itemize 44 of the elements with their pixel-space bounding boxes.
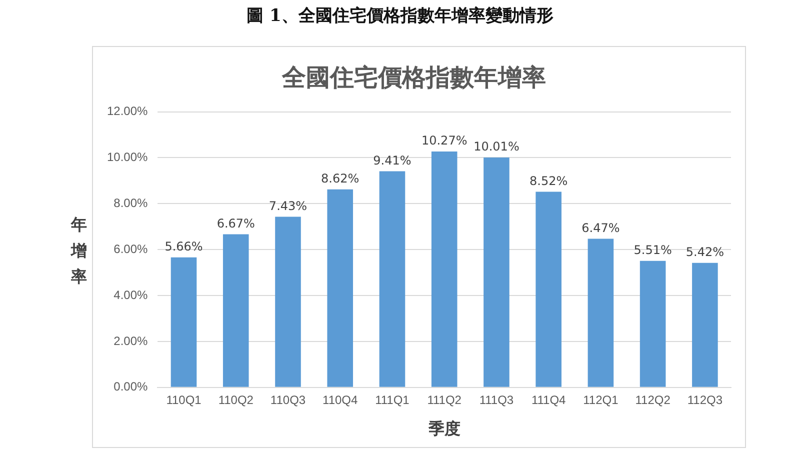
x-tick-label: 112Q3 bbox=[687, 392, 723, 407]
y-tick-label: 12.00% bbox=[106, 104, 148, 118]
bar bbox=[327, 189, 354, 387]
data-label: 9.41% bbox=[373, 153, 412, 168]
x-tick-label: 111Q3 bbox=[479, 392, 514, 407]
chart-title: 全國住宅價格指數年增率 bbox=[281, 64, 546, 92]
data-label: 6.67% bbox=[216, 216, 255, 230]
bar bbox=[484, 158, 510, 387]
bar bbox=[536, 192, 562, 387]
x-axis-title: 季度 bbox=[427, 418, 460, 438]
x-tick-label: 112Q2 bbox=[635, 392, 671, 407]
y-tick-label: 0.00% bbox=[114, 380, 148, 394]
data-label: 10.27% bbox=[421, 134, 468, 148]
bar bbox=[692, 262, 718, 387]
x-tick-label: 111Q2 bbox=[427, 392, 462, 407]
caption: 圖 1、全國住宅價格指數年增率變動情形 bbox=[246, 5, 554, 27]
x-tick-label: 112Q1 bbox=[583, 392, 619, 407]
bar bbox=[222, 234, 249, 387]
data-label: 5.66% bbox=[164, 240, 203, 254]
x-tick-label: 110Q3 bbox=[270, 392, 306, 407]
data-label: 8.52% bbox=[530, 174, 568, 188]
data-label: 5.51% bbox=[634, 242, 672, 257]
data-label: 7.43% bbox=[268, 198, 308, 213]
bar bbox=[170, 257, 197, 387]
y-tick-label: 10.00% bbox=[106, 150, 148, 164]
x-tick-label: 111Q4 bbox=[531, 392, 566, 407]
data-label: 5.42% bbox=[686, 245, 724, 260]
y-tick-label: 6.00% bbox=[114, 242, 148, 256]
data-label: 6.47% bbox=[582, 220, 620, 235]
y-tick-label: 8.00% bbox=[114, 196, 148, 210]
x-tick-label: 110Q4 bbox=[322, 392, 358, 407]
x-tick-label: 111Q1 bbox=[375, 392, 410, 407]
y-tick-label: 4.00% bbox=[114, 288, 148, 302]
data-label: 8.62% bbox=[321, 172, 360, 186]
bar bbox=[588, 238, 614, 387]
bar bbox=[640, 260, 666, 387]
bar bbox=[379, 171, 406, 387]
bar bbox=[431, 152, 458, 387]
bar bbox=[275, 216, 301, 387]
x-tick-label: 110Q1 bbox=[166, 392, 202, 407]
x-tick-label: 110Q2 bbox=[218, 392, 254, 407]
y-axis-title: 年增率 bbox=[70, 214, 88, 288]
data-label: 10.01% bbox=[474, 140, 520, 154]
y-tick-label: 2.00% bbox=[114, 334, 148, 348]
